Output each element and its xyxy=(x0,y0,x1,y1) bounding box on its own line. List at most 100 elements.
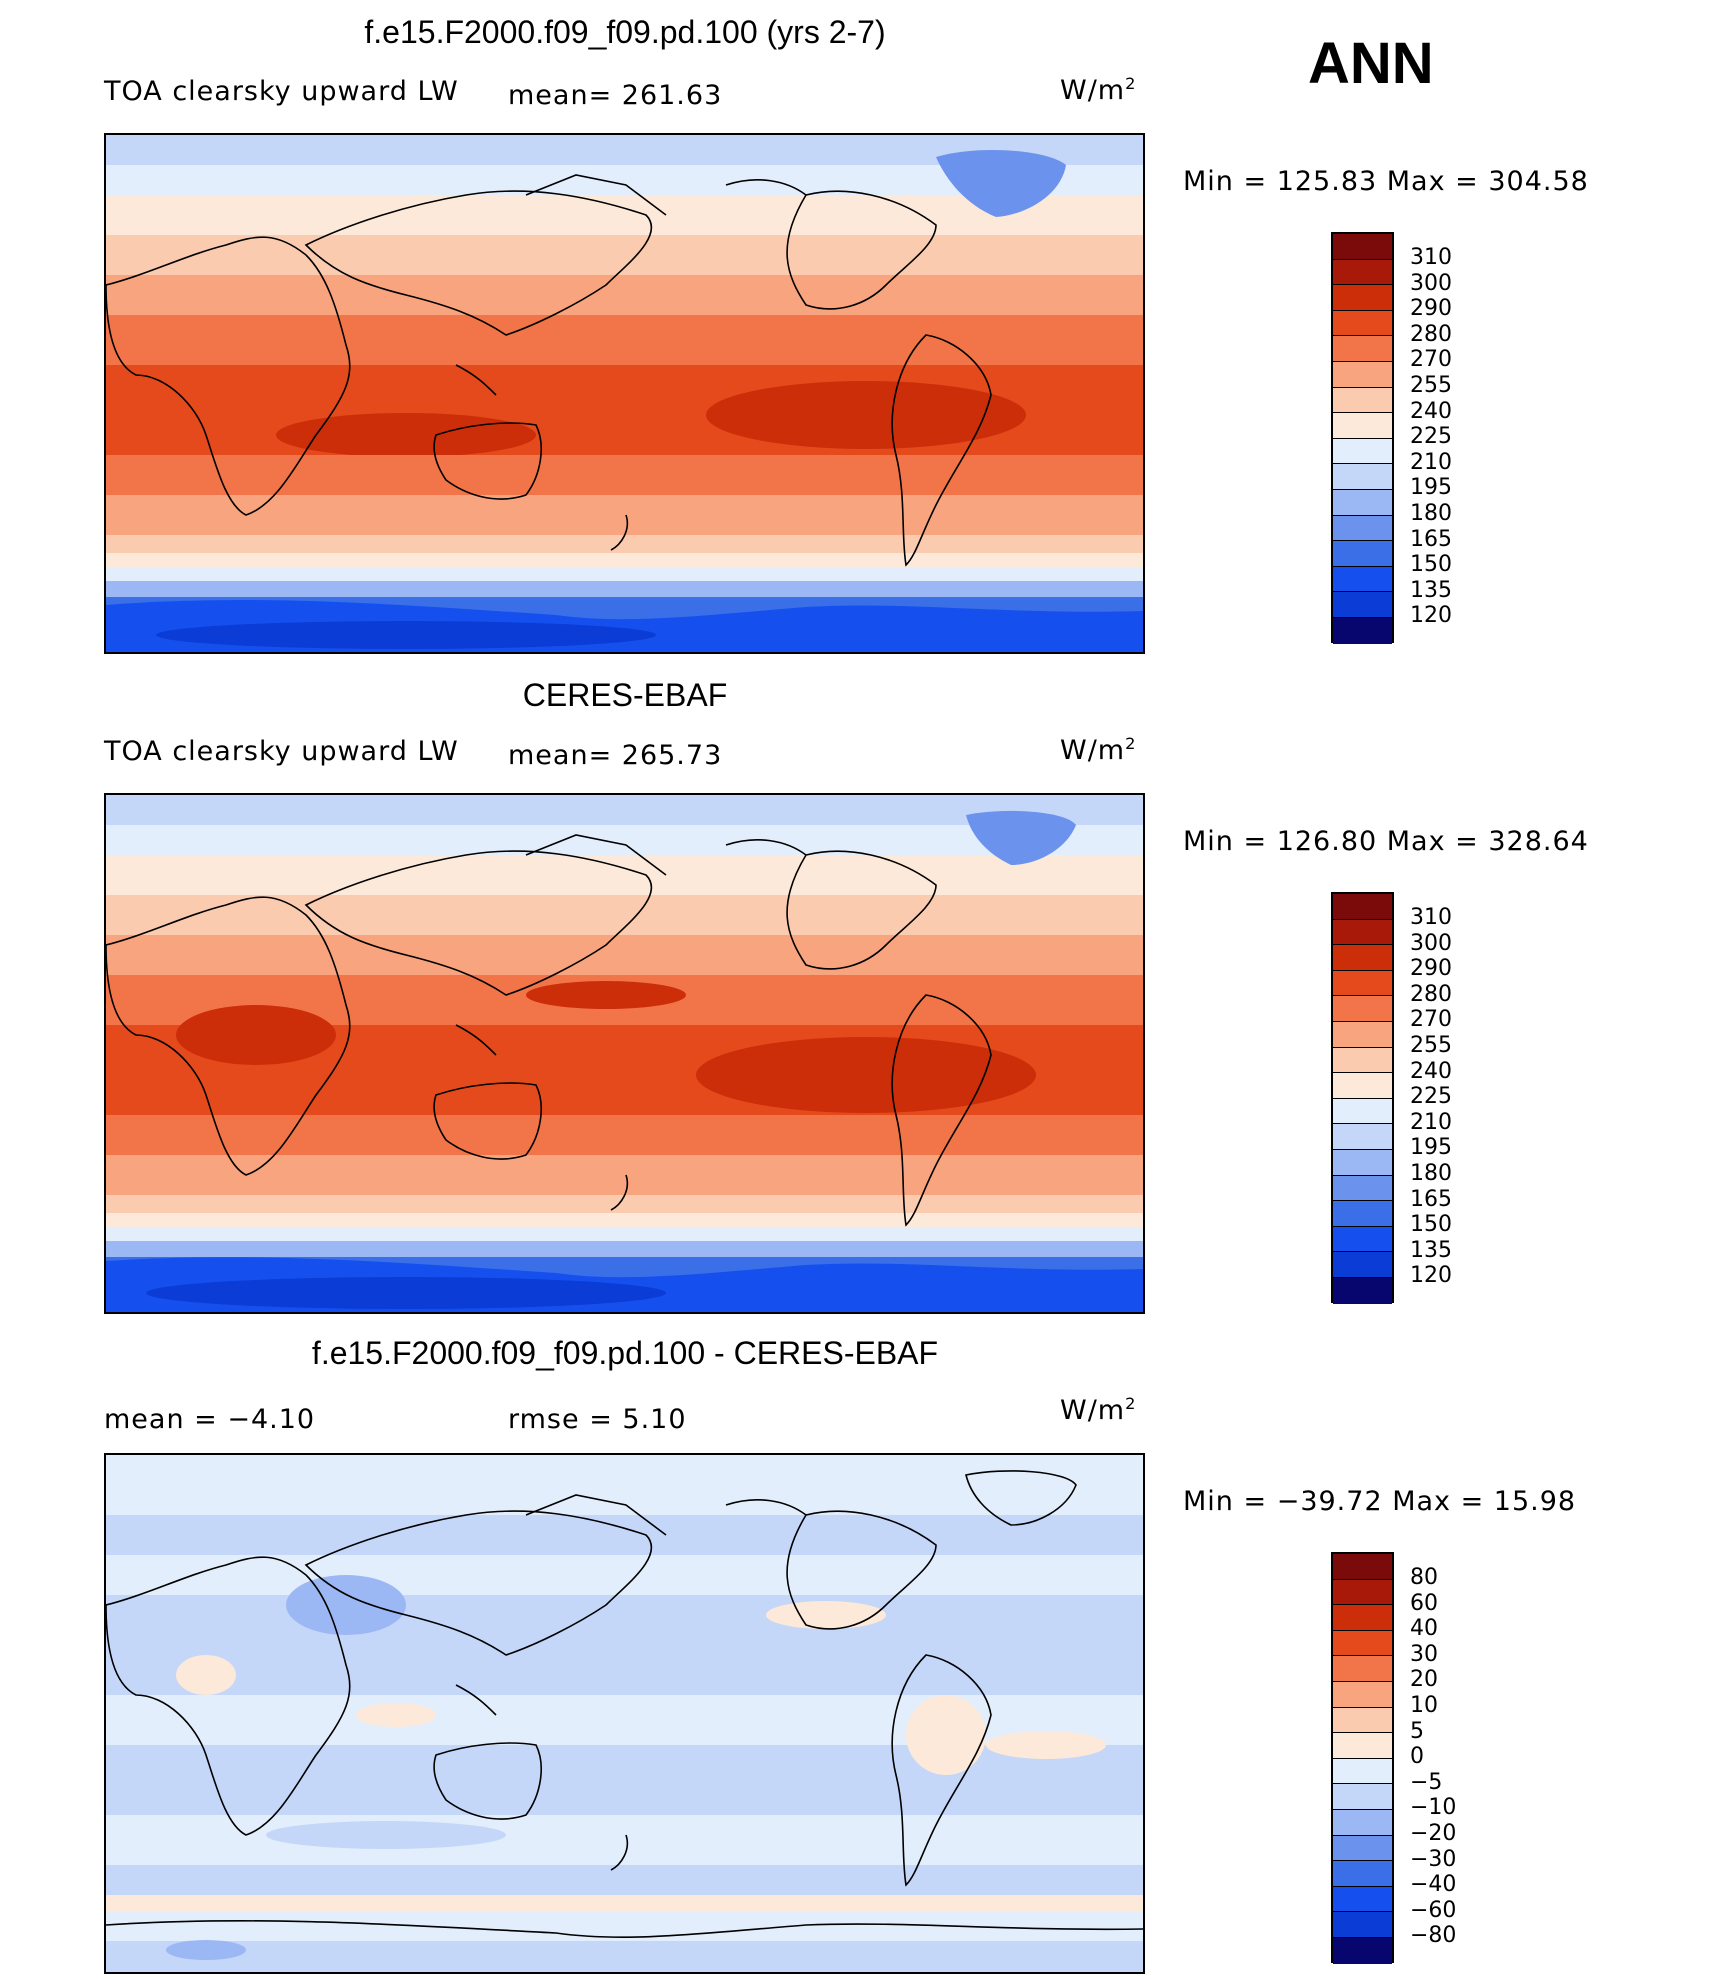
colorbar-segment xyxy=(1333,1021,1392,1048)
colorbar-label: −20 xyxy=(1410,1821,1457,1846)
colorbar-segment xyxy=(1333,1886,1392,1913)
colorbar-label: 165 xyxy=(1410,527,1452,552)
colorbar-segment xyxy=(1333,1681,1392,1708)
colorbar-label: 310 xyxy=(1410,905,1452,930)
colorbar-label: 120 xyxy=(1410,603,1452,628)
colorbar-label: 135 xyxy=(1410,578,1452,603)
colorbar-label: 180 xyxy=(1410,501,1452,526)
colorbar-label: 5 xyxy=(1410,1719,1424,1744)
panel-3-title: f.e15.F2000.f09_f09.pd.100 - CERES-EBAF xyxy=(311,1335,939,1371)
colorbar-segment xyxy=(1333,464,1392,490)
panel-1-colorbar xyxy=(1331,232,1394,644)
colorbar-label: 300 xyxy=(1410,931,1452,956)
panel-1-units: W/m2 xyxy=(1060,74,1136,106)
colorbar-segment xyxy=(1333,259,1392,286)
colorbar-label: 290 xyxy=(1410,296,1452,321)
panel-2-minmax: Min = 126.80 Max = 328.64 xyxy=(1183,826,1589,857)
colorbar-segment xyxy=(1333,1226,1392,1253)
colorbar-label: 40 xyxy=(1410,1616,1438,1641)
colorbar-label: 280 xyxy=(1410,982,1452,1007)
panel-2-mean: mean= 265.73 xyxy=(508,740,723,771)
colorbar-segment xyxy=(1333,387,1392,414)
colorbar-segment xyxy=(1333,970,1392,997)
colorbar-label: 30 xyxy=(1410,1642,1438,1667)
colorbar-label: 290 xyxy=(1410,956,1452,981)
colorbar-segment xyxy=(1333,489,1392,516)
panel-1-minmax: Min = 125.83 Max = 304.58 xyxy=(1183,166,1589,197)
colorbar-label: −5 xyxy=(1410,1770,1443,1795)
colorbar-segment xyxy=(1333,1098,1392,1125)
colorbar-segment xyxy=(1333,413,1392,439)
colorbar-label: −10 xyxy=(1410,1795,1457,1820)
colorbar-label: 255 xyxy=(1410,373,1452,398)
colorbar-segment xyxy=(1333,1809,1392,1836)
colorbar-segment xyxy=(1333,566,1392,593)
colorbar-label: 225 xyxy=(1410,1084,1452,1109)
panel-3-colorbar xyxy=(1331,1552,1394,1964)
colorbar-label: 120 xyxy=(1410,1263,1452,1288)
colorbar-label: 180 xyxy=(1410,1161,1452,1186)
panel-2-title: CERES-EBAF xyxy=(522,677,728,713)
colorbar-segment xyxy=(1333,285,1392,311)
colorbar-segment xyxy=(1333,1630,1392,1657)
colorbar-segment xyxy=(1333,541,1392,567)
colorbar-label: 165 xyxy=(1410,1187,1452,1212)
colorbar-segment xyxy=(1333,310,1392,337)
colorbar-segment xyxy=(1333,1937,1392,1964)
colorbar-label: 255 xyxy=(1410,1033,1452,1058)
colorbar-label: −60 xyxy=(1410,1898,1457,1923)
colorbar-segment xyxy=(1333,1835,1392,1862)
colorbar-segment xyxy=(1333,592,1392,618)
colorbar-label: 10 xyxy=(1410,1693,1438,1718)
colorbar-label: 210 xyxy=(1410,1110,1452,1135)
season-label: ANN xyxy=(1308,31,1434,96)
units-base: W/m xyxy=(1060,1395,1126,1426)
units-base: W/m xyxy=(1060,735,1126,766)
colorbar-label: −80 xyxy=(1410,1923,1457,1948)
colorbar-segment xyxy=(1333,1758,1392,1785)
units-exponent: 2 xyxy=(1125,734,1137,753)
colorbar-segment xyxy=(1333,1073,1392,1099)
colorbar-label: 270 xyxy=(1410,347,1452,372)
colorbar-segment xyxy=(1333,1605,1392,1631)
panel-1-map xyxy=(104,133,1145,654)
colorbar-label: 270 xyxy=(1410,1007,1452,1032)
colorbar-label: 240 xyxy=(1410,399,1452,424)
colorbar-segment xyxy=(1333,894,1392,920)
colorbar-segment xyxy=(1333,1149,1392,1176)
colorbar-label: −40 xyxy=(1410,1872,1457,1897)
colorbar-label: 150 xyxy=(1410,1212,1452,1237)
panel-2-colorbar xyxy=(1331,892,1394,1304)
colorbar-segment xyxy=(1333,515,1392,542)
panel-3-minmax: Min = −39.72 Max = 15.98 xyxy=(1183,1486,1577,1517)
colorbar-label: 60 xyxy=(1410,1591,1438,1616)
colorbar-segment xyxy=(1333,919,1392,946)
colorbar-label: 300 xyxy=(1410,271,1452,296)
colorbar-label: 310 xyxy=(1410,245,1452,270)
colorbar-segment xyxy=(1333,1047,1392,1074)
colorbar-segment xyxy=(1333,1784,1392,1810)
colorbar-segment xyxy=(1333,1579,1392,1606)
panel-2-map xyxy=(104,793,1145,1314)
panel-3-mean: mean = −4.10 xyxy=(104,1404,316,1435)
colorbar-label: 80 xyxy=(1410,1565,1438,1590)
panel-3-rmse: rmse = 5.10 xyxy=(508,1404,687,1435)
colorbar-label: 240 xyxy=(1410,1059,1452,1084)
colorbar-segment xyxy=(1333,1733,1392,1759)
units-exponent: 2 xyxy=(1125,74,1137,93)
colorbar-segment xyxy=(1333,1252,1392,1278)
colorbar-label: 195 xyxy=(1410,1135,1452,1160)
panel-2-variable: TOA clearsky upward LW xyxy=(104,736,459,767)
colorbar-segment xyxy=(1333,1175,1392,1202)
colorbar-segment xyxy=(1333,1124,1392,1150)
colorbar-segment xyxy=(1333,1656,1392,1682)
panel-3-units: W/m2 xyxy=(1060,1394,1136,1426)
colorbar-label: 210 xyxy=(1410,450,1452,475)
colorbar-label: 0 xyxy=(1410,1744,1424,1769)
colorbar-label: 195 xyxy=(1410,475,1452,500)
units-exponent: 2 xyxy=(1125,1394,1137,1413)
colorbar-segment xyxy=(1333,1277,1392,1304)
colorbar-segment xyxy=(1333,617,1392,644)
panel-1-title: f.e15.F2000.f09_f09.pd.100 (yrs 2-7) xyxy=(364,14,886,50)
colorbar-segment xyxy=(1333,1912,1392,1938)
